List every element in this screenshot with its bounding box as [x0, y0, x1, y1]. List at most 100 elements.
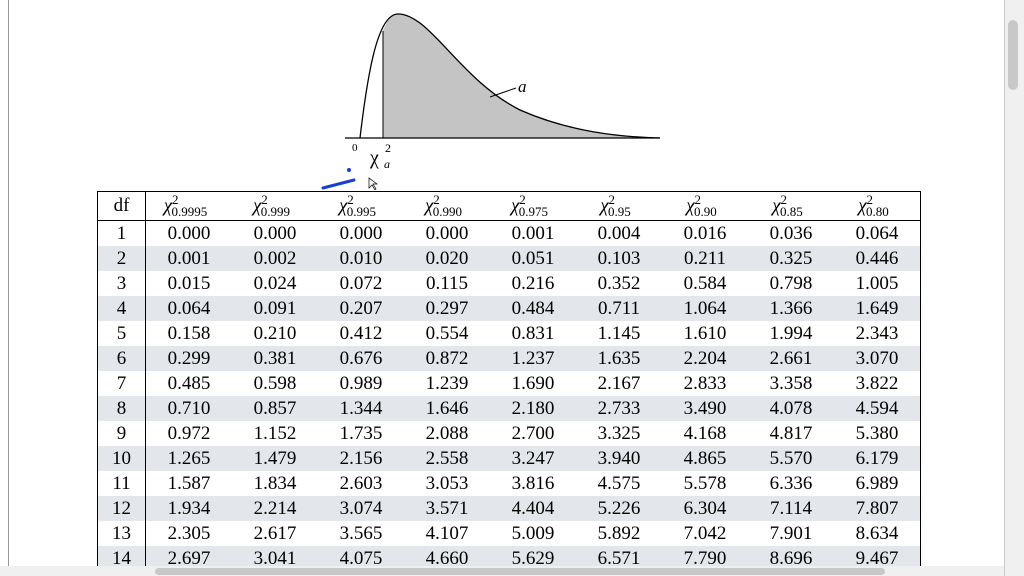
column-header: χ20.80: [834, 191, 921, 222]
value-cell: 1.152: [253, 422, 297, 444]
value-cell: 3.816: [511, 472, 555, 494]
value-cell: 1.344: [318, 396, 404, 422]
symbol: χ: [686, 195, 695, 217]
symbol: χ: [424, 195, 434, 217]
superscript: 2: [261, 192, 268, 207]
value-cell: 2.661: [748, 346, 834, 372]
table-row: 2 0.001 0.002 0.010 0.020 0.051 0.103 0.211 0.32…: [97, 246, 921, 272]
value-cell: 0.352: [597, 272, 641, 294]
superscript: 2: [780, 192, 788, 207]
column-header: χ20.85: [748, 191, 834, 222]
table-row: 10 1.265 1.479 2.156 2.558 3.247 3.940 4.865 5.5…: [97, 446, 921, 472]
chi-symbol: χ20.85: [772, 192, 810, 220]
value-cell: 0.024: [253, 272, 297, 294]
value-cell: 4.594: [834, 396, 921, 422]
df-cell: 8: [97, 396, 146, 422]
value-cell: 1.610: [683, 322, 727, 344]
value-cell: 0.064: [145, 296, 232, 322]
table-row: 12 1.934 2.214 3.074 3.571 4.404 5.226 6.304 7.1…: [97, 496, 921, 522]
column-header: χ20.975: [490, 191, 576, 222]
subscript: 0.9995: [171, 204, 208, 220]
value-cell: 3.247: [490, 446, 576, 472]
symbol: χ: [163, 195, 173, 217]
value-cell: 7.114: [748, 496, 834, 522]
value-cell: 0.299: [145, 346, 232, 372]
value-cell: 6.336: [769, 472, 813, 494]
value-cell: 7.807: [834, 496, 921, 522]
value-cell: 0.381: [232, 346, 318, 372]
value-cell: 3.053: [425, 472, 469, 494]
distribution-figure: a 0 χ 2 a: [321, 13, 661, 190]
value-cell: 0.158: [167, 322, 211, 344]
table-row: 11 1.587 1.834 2.603 3.053 3.816 4.575 5.578 6.3…: [97, 471, 921, 497]
value-cell: 0.446: [834, 246, 921, 272]
axis-sub: a: [384, 157, 390, 171]
subscript: 0.999: [260, 204, 291, 220]
value-cell: 1.479: [232, 446, 318, 472]
df-cell: 3: [97, 271, 146, 297]
vertical-scroll-thumb[interactable]: [1008, 20, 1018, 90]
value-cell: 2.305: [167, 522, 211, 544]
value-cell: 0.036: [769, 222, 813, 244]
df-cell: 13: [97, 521, 146, 547]
value-cell: 1.005: [855, 272, 899, 294]
chi-symbol: χ20.95: [600, 192, 638, 220]
value-cell: 5.570: [748, 446, 834, 472]
pen-stroke: [321, 178, 356, 190]
subscript: 0.990: [432, 204, 463, 220]
value-cell: 2.700: [511, 422, 555, 444]
value-cell: 0.412: [339, 322, 383, 344]
value-cell: 1.587: [167, 472, 211, 494]
value-cell: 0.091: [232, 296, 318, 322]
value-cell: 2.180: [490, 396, 576, 422]
value-cell: 2.204: [662, 346, 748, 372]
df-cell: 10: [97, 446, 146, 472]
value-cell: 0.798: [769, 272, 813, 294]
value-cell: 0.000: [339, 222, 383, 244]
vertical-scrollbar[interactable]: [1004, 0, 1024, 576]
value-cell: 4.168: [683, 422, 727, 444]
value-cell: 0.010: [318, 246, 404, 272]
value-cell: 0.676: [318, 346, 404, 372]
value-cell: 2.733: [576, 396, 662, 422]
value-cell: 1.239: [425, 372, 469, 394]
value-cell: 2.088: [425, 422, 469, 444]
df-cell: 5: [97, 321, 146, 347]
value-cell: 4.865: [662, 446, 748, 472]
chi-symbol: χ20.975: [511, 192, 555, 220]
axis-symbol: χ: [369, 147, 379, 169]
value-cell: 0.000: [425, 222, 469, 244]
value-cell: 4.817: [769, 422, 813, 444]
document-frame: [8, 0, 1005, 566]
value-cell: 1.265: [145, 446, 232, 472]
value-cell: 1.735: [339, 422, 383, 444]
value-cell: 1.635: [576, 346, 662, 372]
table-row: 13 2.305 2.617 3.565 4.107 5.009 5.892 7.042 7.9…: [97, 521, 921, 547]
df-cell: 6: [97, 346, 146, 372]
horizontal-scroll-thumb[interactable]: [155, 568, 885, 575]
value-cell: 0.001: [145, 246, 232, 272]
value-cell: 5.578: [683, 472, 727, 494]
value-cell: 0.020: [404, 246, 490, 272]
value-cell: 0.103: [576, 246, 662, 272]
symbol: χ: [338, 195, 348, 217]
curve-label: a: [518, 77, 527, 96]
value-cell: 1.145: [597, 322, 641, 344]
value-cell: 2.343: [855, 322, 899, 344]
value-cell: 3.571: [404, 496, 490, 522]
superscript: 2: [694, 192, 702, 207]
df-cell: 4: [97, 296, 146, 322]
value-cell: 2.156: [318, 446, 404, 472]
subscript: 0.95: [608, 204, 631, 220]
value-cell: 0.989: [339, 372, 383, 394]
cursor: [368, 177, 379, 190]
column-header: χ20.90: [662, 191, 748, 222]
subscript: 0.80: [866, 204, 889, 220]
value-cell: 0.857: [232, 396, 318, 422]
value-cell: 0.554: [425, 322, 469, 344]
chi-symbol: χ20.80: [858, 192, 896, 220]
value-cell: 1.064: [662, 296, 748, 322]
value-cell: 2.617: [253, 522, 297, 544]
value-cell: 0.064: [855, 222, 899, 244]
